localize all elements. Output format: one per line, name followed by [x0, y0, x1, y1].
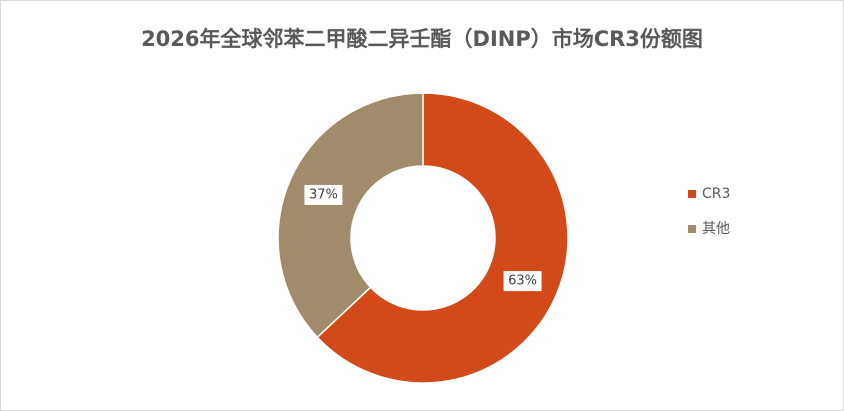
slice [277, 92, 424, 339]
legend-swatch [688, 225, 696, 233]
legend-label: CR3 [702, 186, 730, 202]
data-label: 63% [508, 274, 537, 289]
legend-swatch [688, 190, 696, 198]
label-box [304, 184, 343, 205]
data-label: 37% [309, 187, 338, 202]
legend-label: 其他 [702, 221, 730, 237]
slice [316, 92, 569, 384]
label-box [503, 271, 542, 292]
chart-title: 2026年全球邻苯二甲酸二异壬酯（DINP）市场CR3份额图 [141, 27, 703, 51]
